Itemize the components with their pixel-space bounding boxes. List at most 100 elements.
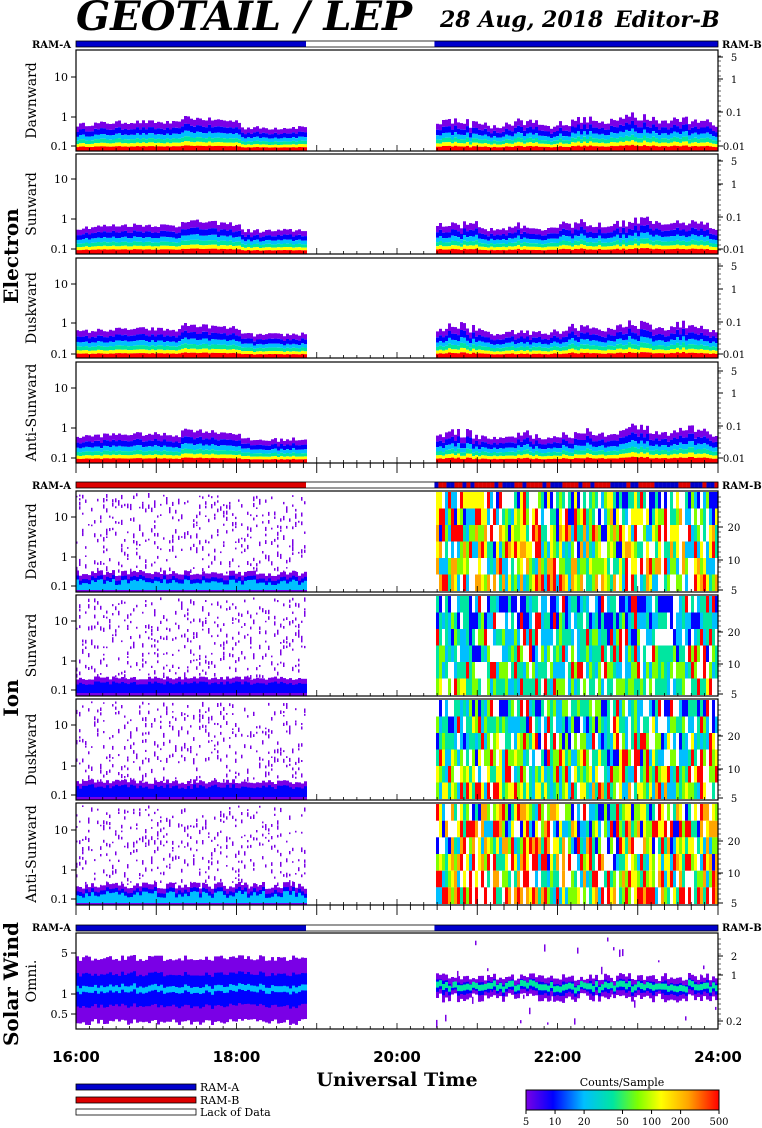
- spectro-cell: [217, 433, 220, 441]
- spectro-cell: [607, 340, 610, 346]
- spectro-cell: [622, 437, 625, 444]
- spectro-cell: [652, 124, 655, 132]
- spectro-cell: [253, 497, 255, 502]
- spectro-cell: [196, 117, 199, 126]
- spectro-cell: [280, 240, 283, 245]
- spectro-cell: [181, 235, 184, 241]
- spectro-cell: [241, 239, 244, 244]
- spectro-cell: [694, 126, 697, 133]
- spectro-cell: [490, 449, 493, 453]
- spectro-cell: [568, 349, 571, 353]
- spectro-cell: [292, 443, 295, 449]
- spectro-cell: [703, 448, 706, 454]
- spectro-cell: [244, 548, 246, 552]
- spectro-cell: [136, 445, 139, 450]
- spectro-cell: [577, 136, 580, 142]
- spectro-cell: [241, 459, 244, 463]
- spectro-cell: [508, 451, 511, 456]
- spectro-cell: [496, 127, 499, 133]
- spectro-cell: [646, 126, 649, 133]
- spectro-cell: [187, 248, 190, 254]
- spectro-cell: [76, 353, 79, 358]
- spectro-cell: [616, 120, 619, 128]
- spectro-cell: [214, 248, 217, 254]
- spectro-cell: [199, 527, 201, 530]
- spectro-cell: [568, 437, 571, 444]
- spectro-cell: [589, 246, 592, 250]
- spectro-cell: [562, 235, 565, 241]
- spectro-cell: [175, 555, 177, 558]
- spectro-cell: [253, 453, 256, 457]
- spectro-cell: [580, 458, 583, 463]
- spectro-cell: [160, 503, 162, 506]
- spectro-cell: [514, 344, 517, 348]
- spectro-cell: [592, 349, 595, 354]
- spectro-cell: [103, 440, 106, 446]
- spectro-cell: [175, 142, 178, 147]
- spectro-cell: [673, 444, 676, 450]
- spectro-cell: [178, 335, 181, 342]
- spectro-cell: [661, 133, 664, 139]
- spectro-cell: [454, 340, 457, 345]
- spectro-cell: [577, 336, 580, 343]
- spectro-cell: [676, 342, 679, 348]
- spectro-cell: [220, 248, 223, 254]
- spectro-cell: [568, 241, 571, 246]
- spectro-cell: [82, 532, 84, 537]
- spectro-cell: [526, 127, 529, 134]
- spectro-cell: [460, 123, 463, 130]
- spectro-cell: [487, 331, 490, 338]
- spectro-cell: [145, 345, 148, 350]
- spectro-cell: [154, 143, 157, 147]
- spectro-cell: [631, 348, 634, 353]
- spectro-cell: [124, 353, 127, 358]
- spectro-cell: [223, 349, 226, 353]
- spectro-cell: [250, 241, 253, 245]
- spectro-cell: [670, 433, 673, 440]
- spectro-cell: [154, 353, 157, 358]
- spectro-cell: [532, 246, 535, 250]
- spectro-cell: [265, 141, 268, 145]
- spectro-cell: [271, 129, 274, 135]
- spectro-cell: [286, 343, 289, 348]
- spectro-cell: [544, 143, 547, 147]
- spectro-cell: [187, 448, 190, 454]
- spectro-cell: [280, 448, 283, 453]
- spectro-cell: [499, 348, 502, 352]
- spectro-cell: [643, 238, 646, 244]
- spectro-cell: [220, 439, 223, 446]
- spectro-cell: [454, 327, 457, 334]
- spectro-cell: [241, 343, 244, 348]
- spectro-cell: [193, 332, 196, 339]
- spectro-cell: [640, 329, 643, 337]
- spectro-cell: [298, 449, 301, 454]
- spectro-cell: [163, 439, 166, 446]
- spectro-cell: [577, 145, 580, 151]
- spectro-cell: [604, 249, 607, 254]
- spectro-cell: [652, 458, 655, 463]
- spectro-cell: [631, 432, 634, 441]
- spectro-cell: [559, 452, 562, 456]
- spectro-cell: [196, 453, 199, 458]
- spectro-cell: [214, 450, 217, 455]
- spectro-cell: [226, 335, 229, 341]
- spectro-cell: [112, 450, 115, 455]
- spectro-cell: [139, 245, 142, 250]
- spectro-cell: [112, 245, 115, 250]
- spectro-cell: [514, 138, 517, 143]
- spectro-cell: [595, 435, 598, 442]
- spectro-cell: [298, 234, 301, 240]
- spectro-cell: [262, 144, 265, 148]
- spectro-cell: [187, 141, 190, 146]
- spectro-cell: [514, 146, 517, 151]
- spectro-cell: [229, 120, 232, 128]
- spectro-cell: [184, 145, 187, 151]
- spectro-cell: [250, 343, 253, 348]
- spectro-cell: [82, 336, 85, 343]
- spectro-cell: [637, 223, 640, 231]
- spectro-cell: [82, 330, 85, 337]
- spectro-cell: [571, 233, 574, 239]
- spectro-cell: [145, 353, 148, 358]
- spectro-cell: [451, 146, 454, 151]
- spectro-cell: [547, 348, 550, 352]
